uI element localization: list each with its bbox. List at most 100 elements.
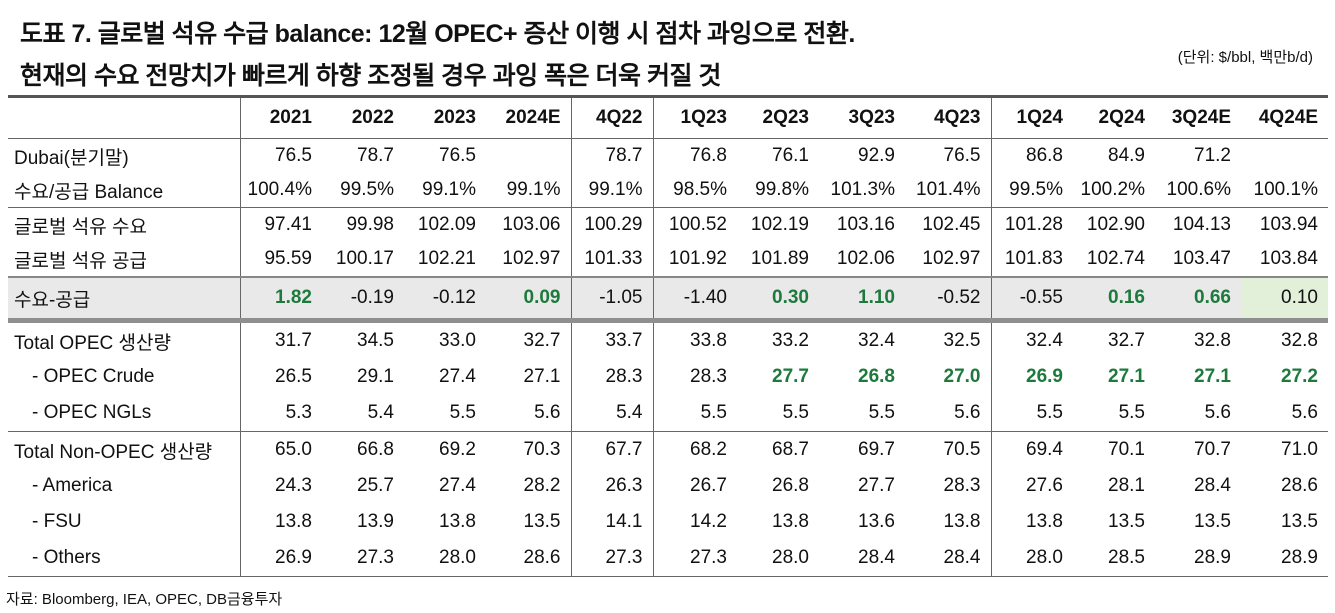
table-cell: 28.6 xyxy=(1281,475,1318,496)
col-header: 2024E xyxy=(486,95,571,139)
table-cell: 99.5% xyxy=(322,173,404,208)
header-corner xyxy=(8,95,240,139)
table-cell: 102.97 xyxy=(922,248,981,269)
table-cell: 101.83 xyxy=(990,242,1073,277)
col-header: 2Q23 xyxy=(737,95,819,139)
table-cell: 103.94 xyxy=(1259,214,1318,235)
table-cell: 27.1 xyxy=(1108,366,1145,387)
table-cell: 27.7 xyxy=(772,366,809,387)
table-cell: 5.5 xyxy=(1073,395,1155,432)
table-cell: 13.5 xyxy=(1281,511,1318,532)
table-cell: 101.33 xyxy=(570,242,653,277)
col-header: 2023 xyxy=(404,95,486,139)
row-label: Total OPEC 생산량 xyxy=(14,332,171,354)
table-cell: 28.4 xyxy=(905,540,991,577)
table-cell: 33.2 xyxy=(772,330,809,351)
table-cell: 103.47 xyxy=(1172,248,1231,269)
table-cell: 5.4 xyxy=(322,395,404,432)
table-cell: 28.1 xyxy=(1108,475,1145,496)
table-cell: 100.52 xyxy=(652,207,737,242)
table-cell: -0.12 xyxy=(404,276,486,323)
row-others: - Others 26.9 27.3 28.0 28.6 27.3 27.3 28.0 28.4… xyxy=(8,540,1328,577)
table-cell: 70.3 xyxy=(523,439,561,460)
table-cell: 99.1% xyxy=(570,173,653,208)
table-cell: 28.0 xyxy=(404,540,486,577)
row-label: Dubai(분기말) xyxy=(14,147,129,169)
table-cell: 27.1 xyxy=(1194,366,1231,387)
table-cell: -0.19 xyxy=(322,276,404,323)
table-cell: 92.9 xyxy=(858,145,895,166)
row-opec-crude: - OPEC Crude 26.5 29.1 27.4 27.1 28.3 28.3 27.7… xyxy=(8,359,1328,395)
table-cell: 103.16 xyxy=(836,214,895,235)
table-cell: 76.8 xyxy=(652,138,737,173)
table-cell: 5.6 xyxy=(1155,395,1241,432)
table-cell: 67.7 xyxy=(570,431,653,468)
col-header: 2021 xyxy=(239,95,322,139)
table-cell: 102.09 xyxy=(417,214,476,235)
table-cell: -1.40 xyxy=(652,276,737,323)
table-cell: 28.0 xyxy=(990,540,1073,577)
table-cell: 14.1 xyxy=(570,504,653,540)
table-cell: 28.5 xyxy=(1073,540,1155,577)
table-cell: 27.2 xyxy=(1281,366,1318,387)
row-fsu: - FSU 13.8 13.9 13.8 13.5 14.1 14.2 13.8 13.6 13.… xyxy=(8,504,1328,540)
table-cell: 27.6 xyxy=(990,468,1073,504)
table-cell: 102.06 xyxy=(836,248,895,269)
source-note: 자료: Bloomberg, IEA, OPEC, DB금융투자 xyxy=(6,591,283,608)
table-cell: 26.3 xyxy=(570,468,653,504)
table-cell: 70.5 xyxy=(943,439,981,460)
table-cell: 5.3 xyxy=(239,395,322,432)
table-cell: 70.1 xyxy=(1108,439,1145,460)
row-label: - OPEC NGLs xyxy=(8,395,240,432)
table-cell: 26.9 xyxy=(990,359,1073,395)
table-cell: 5.6 xyxy=(905,395,991,432)
table-cell: 32.7 xyxy=(1108,330,1145,351)
table-cell: 26.9 xyxy=(239,540,322,577)
row-label: 수요/공급 Balance xyxy=(8,173,240,208)
table-cell: 32.8 xyxy=(1194,330,1231,351)
table-cell: 27.3 xyxy=(570,540,653,577)
table-cell: 13.8 xyxy=(439,511,476,532)
table-cell: 100.29 xyxy=(570,207,653,242)
table-cell: 71.0 xyxy=(1281,439,1318,460)
table-cell: 69.4 xyxy=(990,431,1073,468)
table-cell: 76.5 xyxy=(943,145,981,166)
table-cell: 76.1 xyxy=(772,145,809,166)
table-cell: 28.3 xyxy=(570,359,653,395)
col-header: 2022 xyxy=(322,95,404,139)
row-balance: 수요/공급 Balance 100.4% 99.5% 99.1% 99.1% 99.1% 9… xyxy=(8,173,1328,208)
table-cell: 100.4% xyxy=(239,173,322,208)
table-cell: 32.4 xyxy=(858,330,895,351)
table-cell: 99.1% xyxy=(404,173,486,208)
row-america: - America 24.3 25.7 27.4 28.2 26.3 26.7 26.8 27.… xyxy=(8,468,1328,504)
table-cell: 101.28 xyxy=(990,207,1073,242)
row-demand: 글로벌 석유 수요 97.41 99.98 102.09 103.06 100.29 100… xyxy=(8,207,1328,242)
row-label: 글로벌 석유 공급 xyxy=(14,250,147,272)
table-cell: 27.3 xyxy=(652,540,737,577)
table-cell xyxy=(486,139,571,174)
col-header: 4Q24E xyxy=(1241,95,1328,139)
table-cell: 0.66 xyxy=(1155,276,1241,323)
row-label: 수요-공급 xyxy=(8,276,240,323)
table-cell: 1.10 xyxy=(819,276,905,323)
table-cell: 13.8 xyxy=(239,504,322,540)
table-cell: 102.45 xyxy=(922,214,981,235)
title-line-1: 도표 7. 글로벌 석유 수급 balance: 12월 OPEC+ 증산 이행… xyxy=(20,20,855,48)
table-cell: 27.1 xyxy=(523,366,561,387)
col-header: 3Q24E xyxy=(1155,95,1241,139)
table-cell: 100.6% xyxy=(1155,173,1241,208)
col-header: 1Q23 xyxy=(652,95,737,139)
table-cell: 99.98 xyxy=(346,214,394,235)
table-cell: 100.1% xyxy=(1241,173,1328,208)
table-cell: 1.82 xyxy=(239,276,322,323)
table-cell: 32.7 xyxy=(523,330,561,351)
table-cell: 13.8 xyxy=(772,511,809,532)
table-cell: 32.8 xyxy=(1281,330,1318,351)
table-cell: 5.5 xyxy=(819,395,905,432)
col-header: 2Q24 xyxy=(1073,95,1155,139)
table-cell: 69.2 xyxy=(439,439,476,460)
table-cell: 101.3% xyxy=(819,173,905,208)
table-cell: 28.3 xyxy=(652,359,737,395)
table-cell: 70.7 xyxy=(1194,439,1231,460)
table-cell: 76.5 xyxy=(239,138,322,173)
